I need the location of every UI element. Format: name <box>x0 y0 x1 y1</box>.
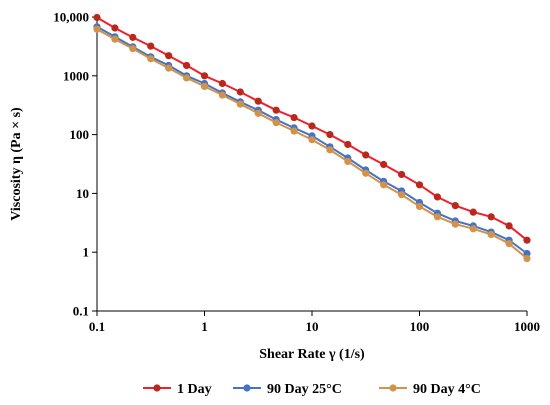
data-point <box>182 61 191 70</box>
y-tick-label: 100 <box>70 127 90 142</box>
series-90-day-4c <box>93 25 531 263</box>
legend-marker <box>153 384 161 392</box>
data-point <box>433 213 442 221</box>
data-point <box>218 91 227 99</box>
series-layer <box>93 13 531 263</box>
x-tick-label: 0.1 <box>89 319 105 334</box>
data-point <box>236 88 244 96</box>
legend-item-90-day-25c: 90 Day 25°C <box>233 382 342 397</box>
y-tick-label: 10,000 <box>53 10 89 25</box>
data-point <box>182 74 191 82</box>
data-point <box>451 220 459 228</box>
data-point <box>272 106 280 114</box>
data-point <box>147 42 155 50</box>
y-tick-label: 1000 <box>63 68 89 83</box>
data-point <box>344 157 352 166</box>
legend-label: 1 Day <box>177 382 212 397</box>
data-point <box>505 240 513 248</box>
x-tick-label: 100 <box>410 319 430 334</box>
data-point <box>380 181 388 189</box>
data-point <box>397 191 406 199</box>
y-tick-label: 0.1 <box>73 304 89 319</box>
data-point <box>218 79 227 88</box>
data-point <box>362 151 370 159</box>
x-axis-title: Shear Rate γ (1/s) <box>259 347 365 362</box>
data-point <box>308 122 316 130</box>
legend: 1 Day 90 Day 25°C 90 Day 4°C <box>143 382 481 397</box>
data-point <box>165 52 173 60</box>
series-line-90-day-4c <box>96 28 528 260</box>
legend-item-90-day-4c: 90 Day 4°C <box>379 382 481 397</box>
x-tick-label: 10 <box>306 319 319 334</box>
data-point <box>111 35 119 43</box>
data-point <box>93 13 101 22</box>
data-point <box>469 225 477 233</box>
legend-marker <box>243 384 251 392</box>
data-point <box>129 45 137 53</box>
legend-marker <box>389 384 397 392</box>
data-point <box>487 230 495 239</box>
axis-labels: Shear Rate γ (1/s) Viscosity η (Pa × s) <box>9 107 365 362</box>
data-point <box>344 140 352 149</box>
data-point <box>93 25 101 33</box>
data-point <box>433 193 442 201</box>
data-point <box>326 131 334 139</box>
data-point <box>308 136 316 144</box>
y-tick-label: 1 <box>83 245 90 260</box>
data-point <box>523 249 531 258</box>
data-point <box>200 82 209 91</box>
data-point <box>147 55 155 63</box>
data-point <box>505 222 513 230</box>
data-point <box>326 146 334 154</box>
data-point <box>451 202 459 210</box>
data-point <box>254 97 262 105</box>
data-point <box>111 24 119 32</box>
data-point <box>380 160 388 169</box>
data-point <box>415 181 424 189</box>
data-point <box>415 202 424 211</box>
x-tick-label: 1 <box>201 319 208 334</box>
data-point <box>523 236 531 244</box>
data-point <box>487 213 495 221</box>
data-point <box>254 109 262 117</box>
y-axis-title: Viscosity η (Pa × s) <box>9 107 24 221</box>
series-1-day <box>93 13 531 244</box>
data-point <box>272 118 280 127</box>
axes: 0.1 1 10 100 1000 0.1 1 10 100 1000 10,000 <box>53 10 540 335</box>
data-point <box>290 113 298 122</box>
data-point <box>523 254 531 263</box>
data-point <box>129 33 137 41</box>
data-point <box>469 208 477 216</box>
y-tick-label: 10 <box>76 186 89 201</box>
data-point <box>362 169 370 177</box>
data-point <box>290 127 298 135</box>
data-point <box>397 170 406 179</box>
legend-label: 90 Day 25°C <box>267 382 342 397</box>
legend-label: 90 Day 4°C <box>413 382 481 397</box>
data-point <box>236 100 244 108</box>
data-point <box>200 72 209 80</box>
legend-item-1-day: 1 Day <box>143 382 212 397</box>
data-point <box>165 64 173 72</box>
x-tick-label: 1000 <box>514 319 540 334</box>
